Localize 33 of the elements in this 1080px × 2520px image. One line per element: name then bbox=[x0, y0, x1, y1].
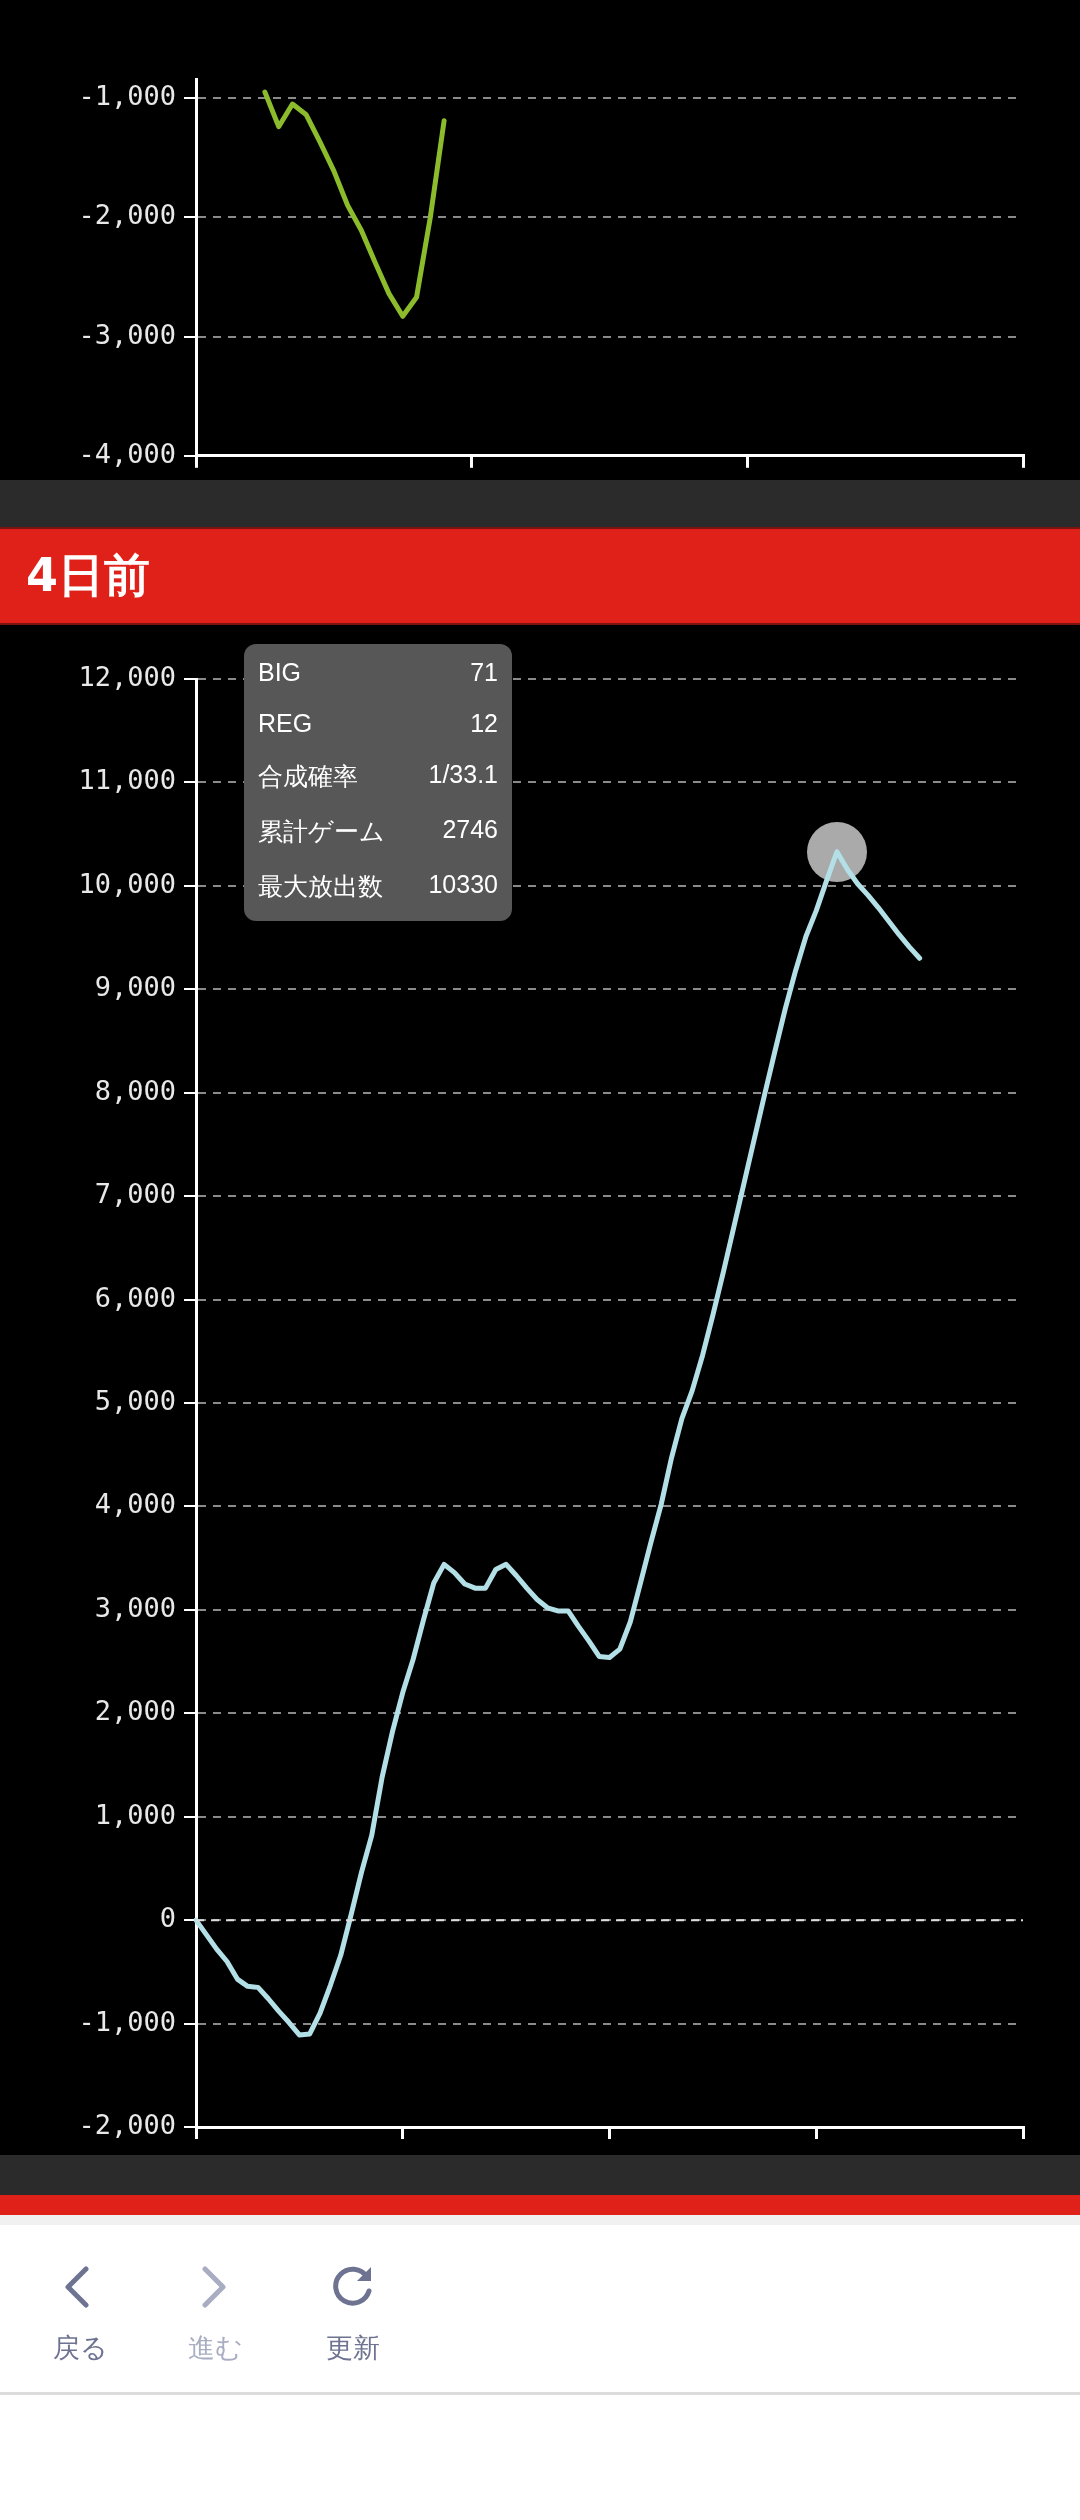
y-tick-label: 6,000 bbox=[94, 1281, 176, 1313]
y-tick-label: 0 bbox=[159, 1902, 176, 1934]
text: 戻る bbox=[51, 2331, 109, 2365]
annotation: 2746 bbox=[441, 815, 498, 845]
y-tick-label: 10,000 bbox=[78, 867, 176, 899]
y-tick-label: -2,000 bbox=[78, 2109, 176, 2141]
y-tick-label: 4,000 bbox=[94, 1488, 176, 1520]
y-tick-label: 8,000 bbox=[94, 1074, 176, 1106]
y-tick-label: -1,000 bbox=[78, 2005, 176, 2037]
y-tick-label: 3,000 bbox=[94, 1591, 176, 1623]
text: 進む bbox=[186, 2331, 244, 2365]
y-tick-label: -4,000 bbox=[78, 437, 176, 469]
y-tick-label: 12,000 bbox=[78, 661, 176, 693]
annotation: 最大放出数 bbox=[258, 871, 384, 902]
y-tick-label: 11,000 bbox=[78, 764, 176, 796]
y-tick-label: -3,000 bbox=[78, 318, 176, 350]
text: 更新 bbox=[325, 2331, 381, 2365]
y-tick-label: 1,000 bbox=[94, 1798, 176, 1830]
annotation: REG bbox=[258, 709, 314, 738]
y-tick-label: -2,000 bbox=[78, 199, 176, 231]
annotation: BIG bbox=[258, 658, 303, 687]
chart-title: 4日前 bbox=[0, 527, 1080, 625]
annotation: 合成確率 bbox=[258, 761, 359, 792]
annotation: 累計ゲーム bbox=[258, 816, 386, 847]
annotation: 71 bbox=[469, 658, 498, 687]
y-tick-label: 9,000 bbox=[94, 971, 176, 1003]
y-tick-label: -1,000 bbox=[78, 80, 176, 112]
y-tick-label: 2,000 bbox=[94, 1695, 176, 1727]
y-tick-label: 5,000 bbox=[94, 1385, 176, 1417]
annotation: 1/33.1 bbox=[427, 760, 498, 790]
annotation: 10330 bbox=[427, 870, 498, 900]
annotation: 12 bbox=[469, 709, 498, 738]
y-tick-label: 7,000 bbox=[94, 1178, 176, 1210]
